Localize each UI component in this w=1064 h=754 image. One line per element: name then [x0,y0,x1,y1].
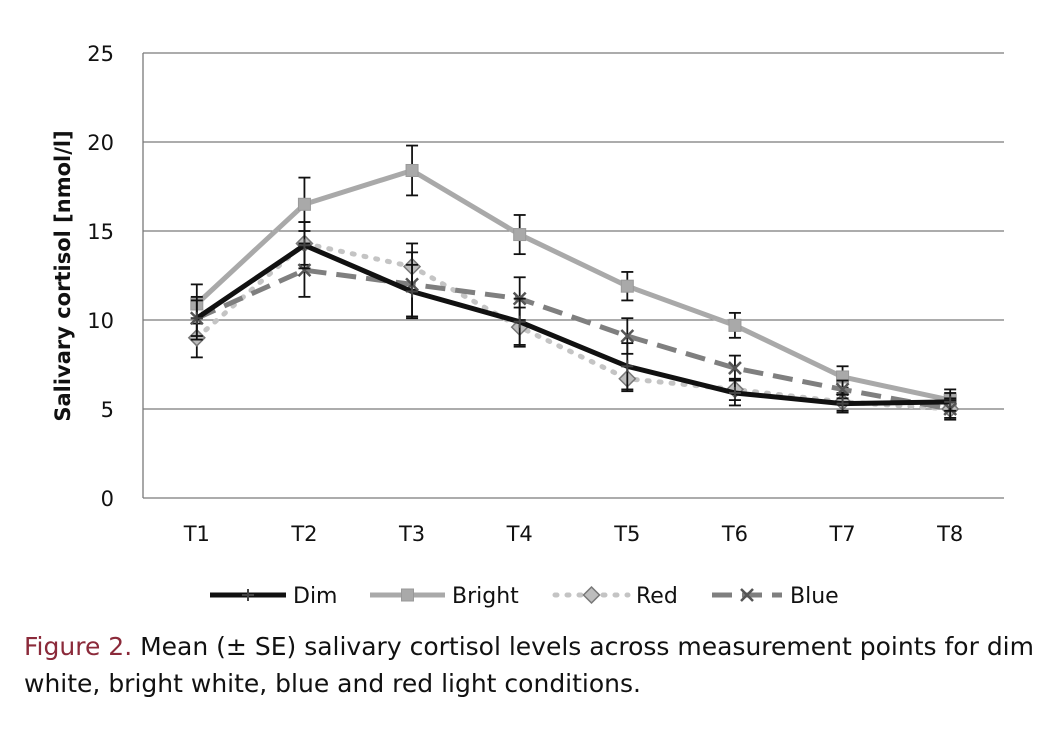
point-dim-t2 [298,239,311,252]
legend-item-red: Red [552,584,678,609]
y-tick-label-20: 20 [87,131,114,155]
legend-label-dim: Dim [293,584,337,609]
legend-label-bright: Bright [452,584,519,609]
point-dim-t1 [190,312,203,325]
x-tick-label-t1: T1 [183,522,210,546]
x-tick-label-t7: T7 [828,522,855,546]
legend-marker-bright [401,588,414,602]
x-tick-label-t8: T8 [936,522,963,546]
point-dim-t5 [621,360,634,373]
series-bright [190,144,957,412]
gridlines [143,52,1004,410]
point-dim-t4 [513,315,526,328]
legend-item-blue: Blue [712,584,839,609]
x-tick-label-t3: T3 [398,522,425,546]
legend-item-dim: Dim [210,584,337,609]
point-bright-t6 [728,318,742,332]
cortisol-line-chart: 0 5 10 15 20 25 T1 T2 T3 T4 T5 T6 T7 T8 Dim Bright Red B… [51,42,1004,609]
legend-marker-red [582,585,601,605]
y-tick-label-15: 15 [87,220,114,244]
legend-item-bright: Bright [370,584,519,609]
point-blue-t7 [835,382,850,397]
point-dim-t7 [836,397,849,410]
x-tick-label-t5: T5 [613,522,640,546]
series-line-dim [195,242,951,407]
legend-marker-blue [740,588,754,602]
point-dim-t8 [944,395,957,408]
y-tick-label-25: 25 [87,42,114,66]
figure-caption-text: Mean (± SE) salivary cortisol levels acr… [24,632,1034,698]
x-tick-label-t6: T6 [721,522,748,546]
legend-marker-dim [242,589,254,601]
series-line-bright [195,167,951,403]
figure-caption: Figure 2. Mean (± SE) salivary cortisol … [24,628,1034,702]
legend-label-red: Red [636,584,678,609]
series-dim [190,221,957,414]
y-axis-label: Salivary cortisol [nmol/l] [51,130,75,421]
y-tick-label-10: 10 [87,309,114,333]
point-dim-t6 [728,386,741,399]
series-line-blue [195,267,951,412]
point-bright-t2 [297,197,311,211]
x-tick-label-t4: T4 [506,522,533,546]
point-blue-t5 [620,329,635,343]
legend-label-blue: Blue [790,584,839,609]
y-tick-label-0: 0 [101,487,114,511]
axes: 0 5 10 15 20 25 T1 T2 T3 T4 T5 T6 T7 T8 [87,42,1004,546]
figure-caption-label: Figure 2. [24,632,133,661]
point-bright-t3 [405,163,419,177]
point-dim-t3 [406,285,419,298]
point-bright-t5 [620,279,634,293]
data-series [187,144,960,421]
y-tick-label-5: 5 [101,398,114,422]
point-blue-t6 [728,361,742,375]
x-tick-label-t2: T2 [290,522,317,546]
point-blue-t2 [297,263,312,278]
point-bright-t4 [513,228,527,242]
legend: Dim Bright Red Blue [210,584,839,609]
